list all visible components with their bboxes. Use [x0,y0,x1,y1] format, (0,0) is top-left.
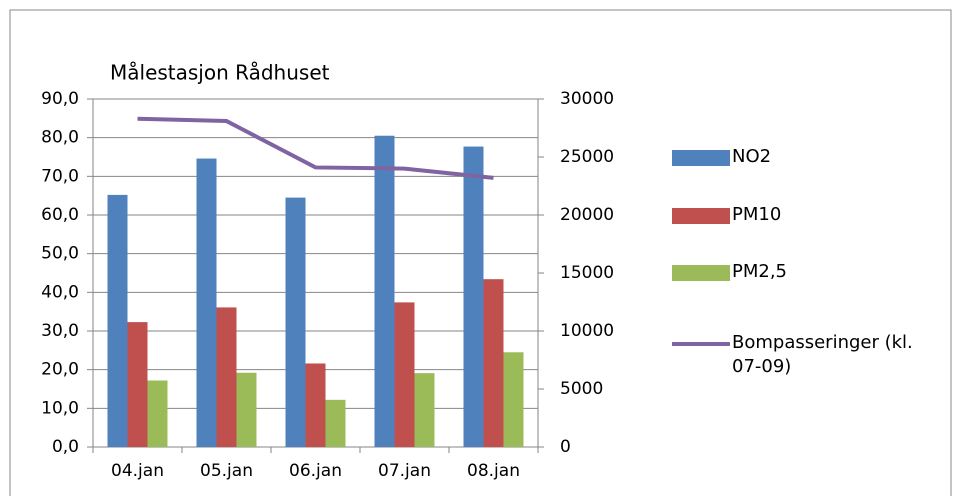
y-tick-label: 90,0 [41,89,79,109]
legend-label: PM2,5 [732,261,788,282]
x-tick-label: 07.jan [378,461,431,481]
frame [9,9,952,496]
y2-tick-label: 30000 [560,89,614,109]
y-tick-label: 40,0 [41,282,79,302]
legend-swatch [672,150,730,166]
line [137,116,494,180]
y-tick-label: 50,0 [41,244,79,264]
legend-label: PM10 [732,204,782,225]
legend-label: NO2 [732,146,772,167]
y-tick-label: 30,0 [41,321,79,341]
legend-swatch [672,265,730,281]
bar [414,373,435,447]
y-tick-label: 10,0 [41,398,79,418]
bar [147,380,168,447]
x-tick-label: 06.jan [289,461,342,481]
bar [216,307,237,447]
y2-tick-label: 15000 [560,263,614,283]
bar [196,158,217,447]
x-tick-label: 08.jan [467,461,520,481]
y2-tick-label: 25000 [560,147,614,167]
legend-label: Bompasseringer (kl. 07-09) [732,332,913,377]
bar [374,135,395,447]
bar [325,399,346,447]
y2-tick-label: 5000 [560,379,603,399]
y2-tick-label: 10000 [560,321,614,341]
y-tick-label: 80,0 [41,128,79,148]
bar [305,363,326,447]
bar [236,372,257,447]
y-tick-label: 20,0 [41,360,79,380]
bar [503,352,524,447]
chart-title: Målestasjon Rådhuset [110,61,330,85]
y-tick-label: 70,0 [41,166,79,186]
bar [107,194,128,447]
bar [483,279,504,447]
x-tick-label: 04.jan [111,461,164,481]
y2-tick-label: 20000 [560,205,614,225]
y-tick-label: 60,0 [41,205,79,225]
y2-tick-label: 0 [560,437,571,457]
bar [394,302,415,447]
x-tick-label: 05.jan [200,461,253,481]
bar [285,197,306,447]
bar [463,146,484,447]
legend-swatch [672,208,730,224]
y-tick-label: 0,0 [52,437,79,457]
bar [127,322,148,447]
